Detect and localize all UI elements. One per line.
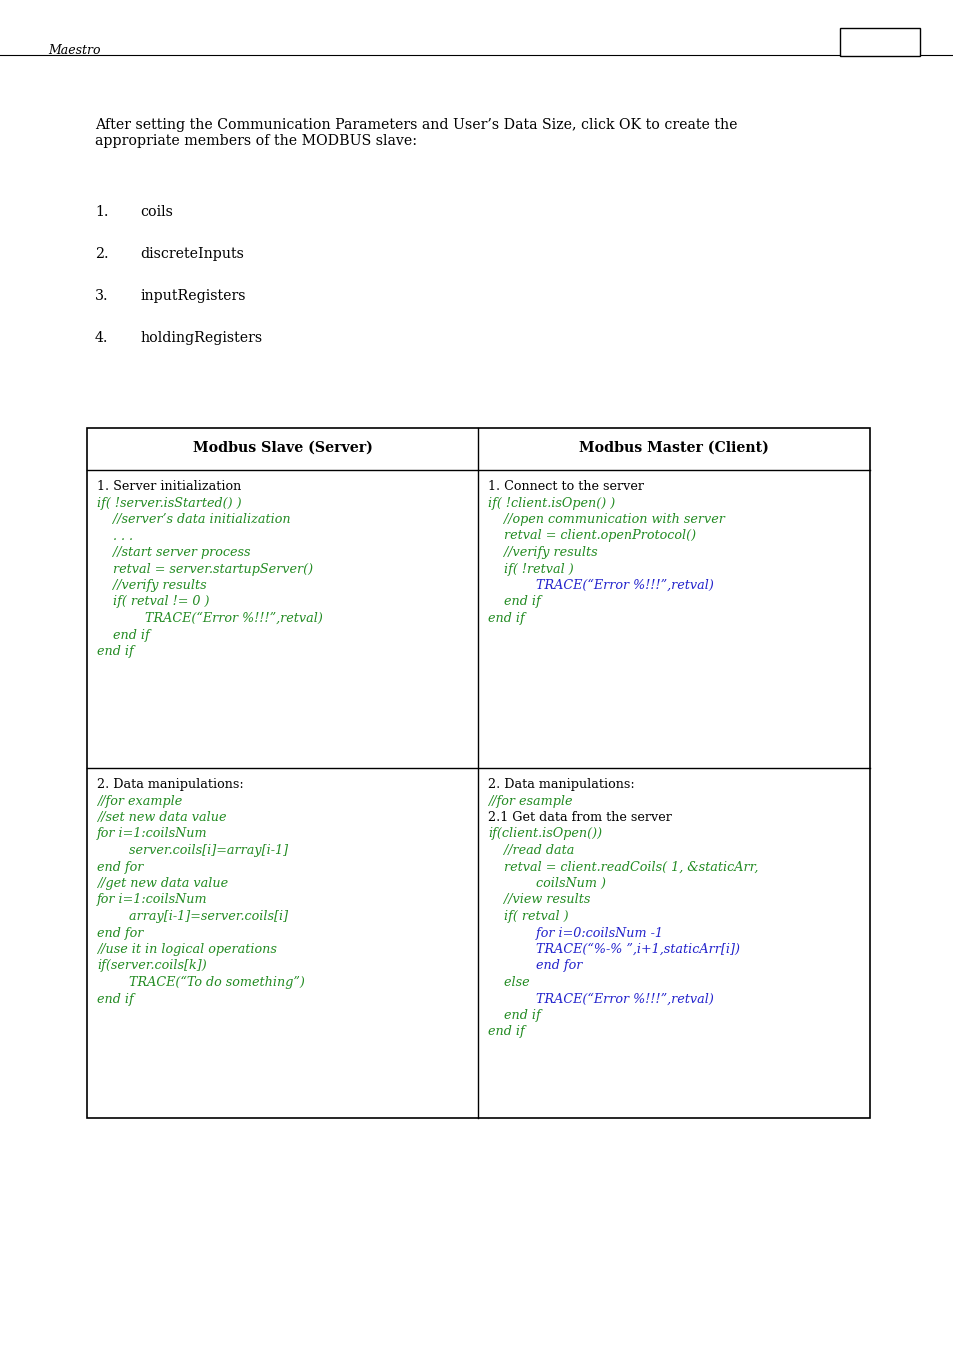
Text: 2. Data manipulations:: 2. Data manipulations: — [97, 778, 244, 790]
Text: //read data: //read data — [488, 844, 575, 857]
Text: //server’s data initialization: //server’s data initialization — [97, 513, 291, 526]
Text: //view results: //view results — [488, 893, 590, 907]
Text: . . .: . . . — [97, 530, 132, 543]
Text: end if: end if — [97, 628, 150, 642]
Text: end if: end if — [488, 1025, 525, 1039]
Text: 1. Server initialization: 1. Server initialization — [97, 480, 241, 493]
Text: end for: end for — [97, 927, 143, 939]
Text: 4.: 4. — [95, 331, 109, 345]
Text: retval = client.readCoils( 1, &staticArr,: retval = client.readCoils( 1, &staticArr… — [488, 861, 758, 874]
Text: for i=0:coilsNum -1: for i=0:coilsNum -1 — [488, 927, 662, 939]
Text: //set new data value: //set new data value — [97, 811, 226, 824]
Bar — [840, 28, 919, 55]
Text: //get new data value: //get new data value — [97, 877, 228, 890]
Text: 2.1 Get data from the server: 2.1 Get data from the server — [488, 811, 672, 824]
Text: //for example: //for example — [97, 794, 182, 808]
Text: retval = server.startupServer(): retval = server.startupServer() — [97, 562, 313, 576]
Text: 1.: 1. — [95, 205, 109, 219]
Text: //verify results: //verify results — [488, 546, 598, 559]
Text: Maestro: Maestro — [48, 45, 100, 57]
Text: //use it in logical operations: //use it in logical operations — [97, 943, 276, 957]
Bar — [87, 428, 869, 1119]
Text: Modbus Master (Client): Modbus Master (Client) — [578, 440, 768, 455]
Text: else: else — [488, 975, 530, 989]
Text: end for: end for — [97, 861, 143, 874]
Text: 2.: 2. — [95, 247, 109, 261]
Text: array[i-1]=server.coils[i]: array[i-1]=server.coils[i] — [97, 911, 288, 923]
Text: Modbus Slave (Server): Modbus Slave (Server) — [193, 440, 373, 455]
Text: retval = client.openProtocol(): retval = client.openProtocol() — [488, 530, 696, 543]
Text: if( !retval ): if( !retval ) — [488, 562, 574, 576]
Text: end if: end if — [488, 612, 525, 626]
Text: 1. Connect to the server: 1. Connect to the server — [488, 480, 644, 493]
Text: holdingRegisters: holdingRegisters — [140, 331, 262, 345]
Text: if( retval != 0 ): if( retval != 0 ) — [97, 596, 210, 608]
Text: if( !server.isStarted() ): if( !server.isStarted() ) — [97, 497, 241, 509]
Text: After setting the Communication Parameters and User’s Data Size, click OK to cre: After setting the Communication Paramete… — [95, 118, 737, 149]
Text: TRACE(“Error %!!!”,retval): TRACE(“Error %!!!”,retval) — [97, 612, 322, 626]
Text: end if: end if — [488, 1009, 540, 1021]
Text: TRACE(“To do something”): TRACE(“To do something”) — [97, 975, 305, 989]
Text: end for: end for — [488, 959, 582, 973]
Text: end if: end if — [97, 644, 133, 658]
Text: //for esample: //for esample — [488, 794, 573, 808]
Text: inputRegisters: inputRegisters — [140, 289, 245, 303]
Text: //open communication with server: //open communication with server — [488, 513, 724, 526]
Text: end if: end if — [97, 993, 133, 1005]
Text: for i=1:coilsNum: for i=1:coilsNum — [97, 893, 208, 907]
Text: //verify results: //verify results — [97, 580, 207, 592]
Text: if(client.isOpen()): if(client.isOpen()) — [488, 828, 602, 840]
Text: discreteInputs: discreteInputs — [140, 247, 244, 261]
Text: if( !client.isOpen() ): if( !client.isOpen() ) — [488, 497, 615, 509]
Text: server.coils[i]=array[i-1]: server.coils[i]=array[i-1] — [97, 844, 288, 857]
Text: //start server process: //start server process — [97, 546, 251, 559]
Text: end if: end if — [488, 596, 540, 608]
Text: 3.: 3. — [95, 289, 109, 303]
Text: for i=1:coilsNum: for i=1:coilsNum — [97, 828, 208, 840]
Text: TRACE(“Error %!!!”,retval): TRACE(“Error %!!!”,retval) — [488, 580, 714, 592]
Text: TRACE(“Error %!!!”,retval): TRACE(“Error %!!!”,retval) — [488, 993, 714, 1005]
Text: coilsNum ): coilsNum ) — [488, 877, 606, 890]
Text: coils: coils — [140, 205, 172, 219]
Text: 2. Data manipulations:: 2. Data manipulations: — [488, 778, 635, 790]
Text: if(server.coils[k]): if(server.coils[k]) — [97, 959, 207, 973]
Text: TRACE(“%-% ”,i+1,staticArr[i]): TRACE(“%-% ”,i+1,staticArr[i]) — [488, 943, 740, 957]
Text: if( retval ): if( retval ) — [488, 911, 569, 923]
